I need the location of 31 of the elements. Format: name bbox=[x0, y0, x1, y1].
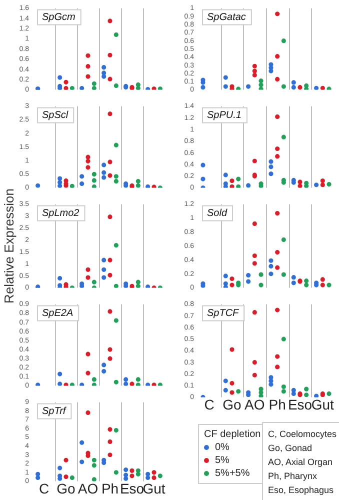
text: AO, Axial Organ bbox=[268, 456, 334, 469]
text: Go, Gonad bbox=[268, 442, 314, 455]
x-tick-label: Eso bbox=[120, 480, 144, 496]
chart-title: SpE2A bbox=[42, 308, 74, 319]
x-tick-label: Ph bbox=[101, 480, 119, 496]
x-tick-label: Gut bbox=[142, 480, 166, 496]
chart-title: SpGcm bbox=[42, 12, 76, 23]
x-tick-label: Ph bbox=[268, 396, 286, 412]
x-tick-label: AO bbox=[244, 396, 265, 412]
chart-title: SpTCF bbox=[207, 308, 240, 319]
chart-title: SpGatac bbox=[207, 12, 246, 23]
x-tick-label: C bbox=[204, 396, 214, 412]
x-tick-label: Gut bbox=[311, 396, 334, 412]
x-tick-label: Go bbox=[56, 480, 76, 496]
chart-title: SpLmo2 bbox=[42, 208, 80, 219]
x-tick-label: AO bbox=[78, 480, 98, 496]
chart-title: SpPU.1 bbox=[207, 110, 242, 121]
text: C, Coelomocytes bbox=[268, 428, 337, 441]
chart-title: Sold bbox=[207, 208, 228, 219]
legend-title: CF depletion bbox=[204, 428, 261, 441]
text: Ph, Pharynx bbox=[268, 470, 318, 483]
chart-title: SpScl bbox=[42, 110, 69, 121]
text: Eso, Esophagus bbox=[268, 484, 335, 497]
chart-title: SpTrf bbox=[42, 406, 67, 417]
y-axis-title: Relative Expression bbox=[2, 188, 16, 304]
legend-label: 5%+5% bbox=[214, 467, 251, 480]
legend-label: 5% bbox=[214, 454, 230, 467]
x-tick-label: Eso bbox=[288, 396, 312, 412]
x-tick-label: C bbox=[38, 480, 50, 496]
legend-label: 0% bbox=[214, 441, 230, 454]
x-tick-label: Go bbox=[222, 396, 242, 412]
